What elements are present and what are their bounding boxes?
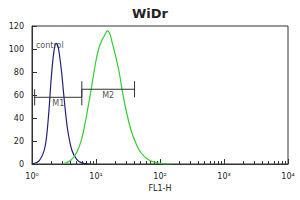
svg-text:10¹: 10¹ bbox=[89, 172, 102, 181]
svg-text:WiDr: WiDr bbox=[132, 6, 169, 21]
svg-text:20: 20 bbox=[14, 137, 24, 146]
svg-text:100: 100 bbox=[9, 45, 24, 54]
svg-text:10⁰: 10⁰ bbox=[25, 172, 38, 181]
svg-text:M2: M2 bbox=[102, 91, 114, 100]
svg-text:10²: 10² bbox=[153, 172, 166, 181]
svg-text:0: 0 bbox=[19, 160, 24, 169]
svg-text:40: 40 bbox=[14, 114, 24, 123]
svg-text:M1: M1 bbox=[52, 99, 64, 108]
svg-text:60: 60 bbox=[14, 91, 24, 100]
svg-text:120: 120 bbox=[9, 22, 24, 31]
svg-text:FL1-H: FL1-H bbox=[148, 184, 171, 193]
svg-text:control: control bbox=[36, 41, 64, 50]
svg-text:80: 80 bbox=[14, 68, 24, 77]
svg-text:10³: 10³ bbox=[217, 172, 230, 181]
svg-text:10⁴: 10⁴ bbox=[281, 172, 294, 181]
